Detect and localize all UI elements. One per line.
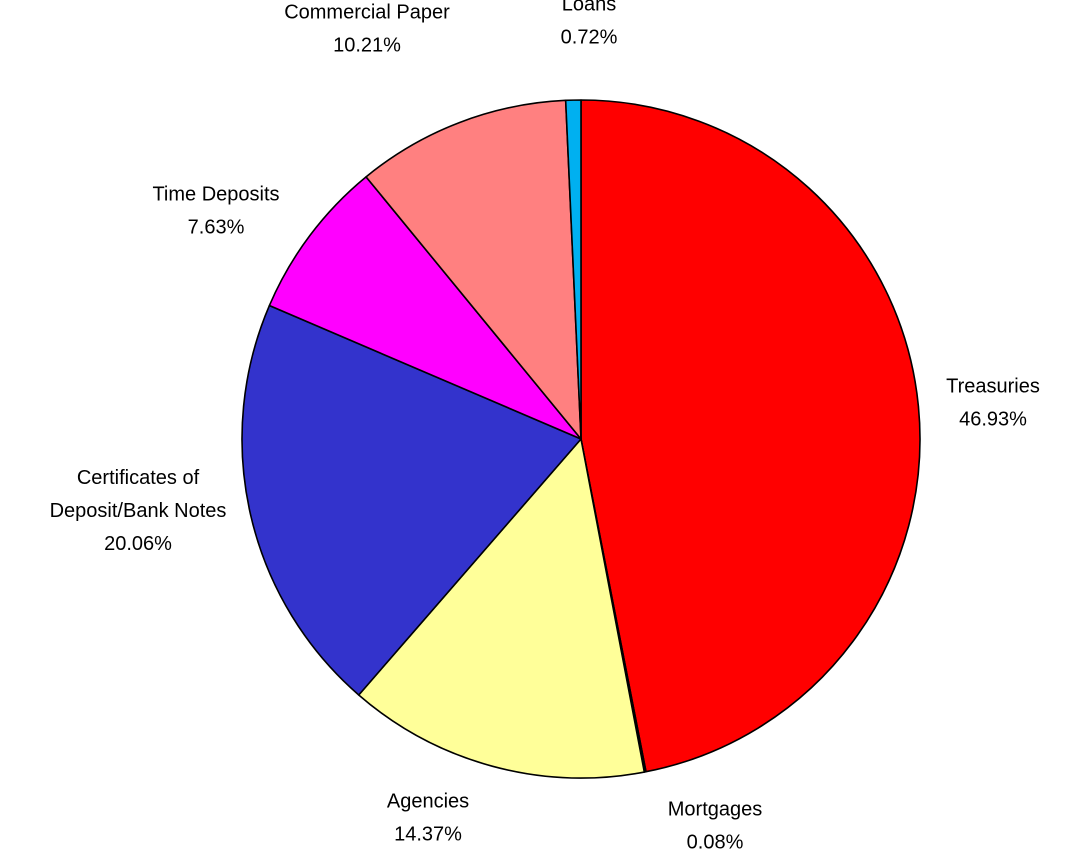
- slice-value-label: 10.21%: [333, 35, 401, 57]
- slice-labels: Treasuries 46.93% Mortgages 0.08% Agencies 14…: [50, 0, 1040, 854]
- slice-name-label: Certificates of: [77, 467, 200, 489]
- slice-label-certificates-of-deposit-bank-notes: Certificates of Deposit/Bank Notes 20.06%: [50, 467, 227, 555]
- pie-slice-agencies: [357, 438, 646, 779]
- slice-label-commercial-paper: Commercial Paper 10.21%: [284, 2, 450, 57]
- slice-label-mortgages: Mortgages 0.08%: [668, 799, 763, 854]
- slice-value-label: 7.63%: [188, 217, 245, 239]
- slice-value-label: 20.06%: [104, 533, 172, 555]
- slice-name-label: Loans: [562, 0, 617, 16]
- slice-name-label: Commercial Paper: [284, 2, 450, 24]
- slice-label-agencies: Agencies 14.37%: [387, 791, 469, 846]
- slice-label-time-deposits: Time Deposits 7.63%: [152, 184, 279, 239]
- pie-slice-time-deposits: [268, 176, 582, 440]
- slice-value-label: 14.37%: [394, 824, 462, 846]
- slice-name-label: Mortgages: [668, 799, 763, 821]
- slice-label-treasuries: Treasuries 46.93%: [946, 376, 1040, 431]
- slice-label-loans: Loans 0.72%: [561, 0, 618, 49]
- slice-name-label: Deposit/Bank Notes: [50, 500, 227, 522]
- pie-slice-commercial-paper: [365, 99, 582, 440]
- slice-value-label: 46.93%: [959, 409, 1027, 431]
- slice-name-label: Time Deposits: [152, 184, 279, 206]
- pie-slices: [241, 99, 921, 779]
- pie-slice-treasuries: [580, 99, 921, 773]
- slice-value-label: 0.08%: [687, 832, 744, 854]
- slice-name-label: Agencies: [387, 791, 469, 813]
- slice-name-label: Treasuries: [946, 376, 1040, 398]
- pie-slice-loans: [564, 99, 582, 440]
- slice-value-label: 0.72%: [561, 27, 618, 49]
